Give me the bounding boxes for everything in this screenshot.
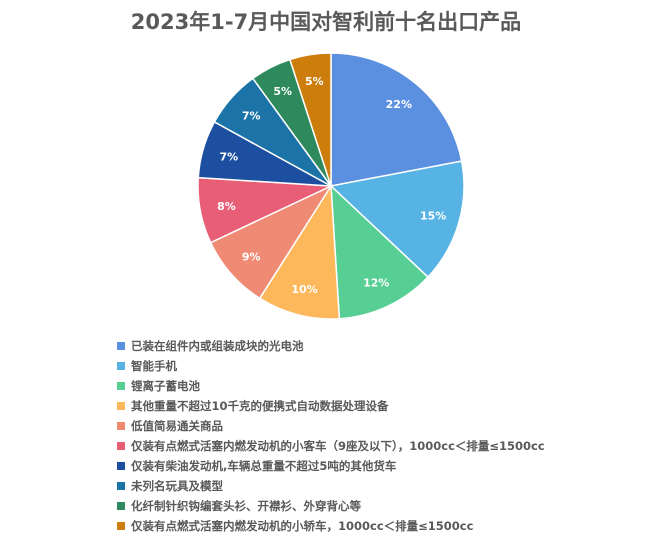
- legend-item: 仅装有点燃式活塞内燃发动机的小轿车，1000cc＜排量≤1500cc: [117, 516, 545, 536]
- legend-label: 仅装有点燃式活塞内燃发动机的小轿车，1000cc＜排量≤1500cc: [131, 519, 474, 533]
- slice-data-label: 5%: [273, 85, 292, 98]
- legend-label: 锂离子蓄电池: [131, 379, 200, 393]
- slice-data-label: 22%: [386, 98, 412, 111]
- legend-label: 仅装有柴油发动机,车辆总重量不超过5吨的其他货车: [131, 459, 397, 473]
- pie-chart: 22% 15% 12% 10% 9% 8% 7% 7% 5% 5%: [197, 52, 465, 320]
- legend-swatch: [117, 342, 125, 350]
- slice-data-label: 8%: [217, 200, 236, 213]
- legend-swatch: [117, 522, 125, 530]
- legend-item: 已装在组件内或组装成块的光电池: [117, 336, 545, 356]
- legend-item: 仅装有点燃式活塞内燃发动机的小客车（9座及以下），1000cc＜排量≤1500c…: [117, 436, 545, 456]
- legend-swatch: [117, 382, 125, 390]
- pie-slice-3: [330, 184, 430, 320]
- legend-swatch: [117, 502, 125, 510]
- legend-swatch: [117, 402, 125, 410]
- slice-data-label: 15%: [420, 210, 446, 223]
- legend-label: 未列名玩具及模型: [131, 479, 223, 493]
- slice-data-label: 12%: [363, 276, 389, 289]
- legend-item: 智能手机: [117, 356, 545, 376]
- legend-swatch: [117, 462, 125, 470]
- legend-swatch: [117, 482, 125, 490]
- legend-label: 仅装有点燃式活塞内燃发动机的小客车（9座及以下），1000cc＜排量≤1500c…: [131, 439, 545, 453]
- legend-item: 其他重量不超过10千克的便携式自动数据处理设备: [117, 396, 545, 416]
- slice-data-label: 7%: [219, 150, 238, 163]
- chart-legend: 已装在组件内或组装成块的光电池 智能手机锂离子蓄电池其他重量不超过10千克的便携式…: [117, 336, 545, 536]
- legend-swatch: [117, 442, 125, 450]
- legend-label: 低值简易通关商品: [131, 419, 223, 433]
- legend-label: 智能手机: [131, 359, 177, 373]
- legend-item: 化纤制针织钩编套头衫、开襟衫、外穿背心等: [117, 496, 545, 516]
- pie-slice-4: [258, 183, 341, 320]
- slice-data-label: 5%: [305, 75, 324, 88]
- legend-label: 已装在组件内或组装成块的光电池: [131, 339, 304, 353]
- legend-swatch: [117, 422, 125, 430]
- slice-data-label: 9%: [242, 250, 261, 263]
- legend-item: 锂离子蓄电池: [117, 376, 545, 396]
- pie-slice-1: [330, 52, 463, 187]
- legend-item: 仅装有柴油发动机,车辆总重量不超过5吨的其他货车: [117, 456, 545, 476]
- pie-slice-2: [329, 160, 465, 279]
- legend-label: 化纤制针织钩编套头衫、开襟衫、外穿背心等: [131, 499, 361, 513]
- slice-data-label: 7%: [242, 110, 261, 123]
- legend-item: 低值简易通关商品: [117, 416, 545, 436]
- slice-data-label: 10%: [291, 283, 317, 296]
- chart-title: 2023年1-7月中国对智利前十名出口产品: [130, 10, 522, 34]
- legend-swatch: [117, 362, 125, 370]
- legend-label: 其他重量不超过10千克的便携式自动数据处理设备: [131, 399, 389, 413]
- pie-slice-10: [288, 52, 332, 187]
- legend-item: 未列名玩具及模型: [117, 476, 545, 496]
